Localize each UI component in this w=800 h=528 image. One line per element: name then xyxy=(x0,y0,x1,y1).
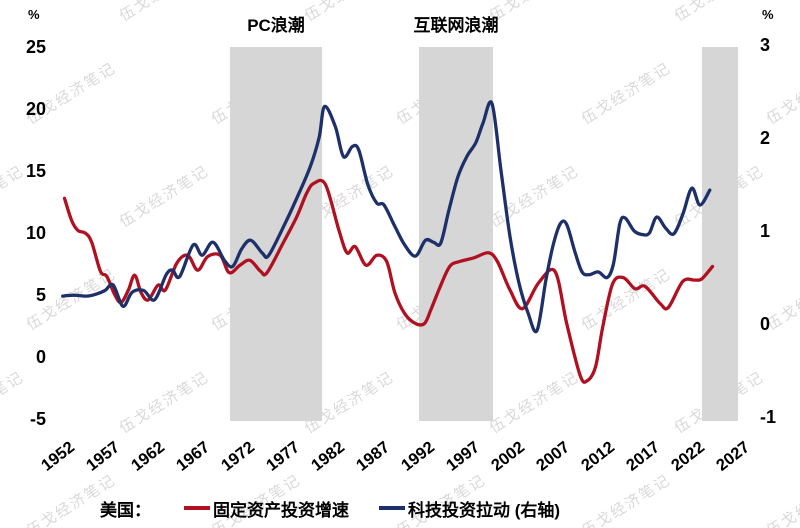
right-axis-tick-0: 0 xyxy=(760,314,771,334)
right-axis-unit-label: % xyxy=(762,7,774,22)
left-axis-tick-0: 0 xyxy=(35,347,46,367)
shaded-band-1 xyxy=(419,47,493,421)
annotation-internet-wave: 互联网浪潮 xyxy=(413,16,499,35)
left-axis-tick-5: 5 xyxy=(35,285,46,305)
legend-label-tech-pull: 科技投资拉动 (右轴) xyxy=(408,500,561,520)
right-axis-tick-2: 2 xyxy=(760,128,771,148)
right-axis-tick--1: -1 xyxy=(760,407,777,427)
right-axis-tick-3: 3 xyxy=(760,35,771,55)
annotation-pc-wave: PC浪潮 xyxy=(247,16,305,35)
left-axis-unit-label: % xyxy=(28,7,40,22)
blue-line-swatch xyxy=(379,506,405,510)
legend-label-fixed-investment: 固定资产投资增速 xyxy=(213,500,349,520)
shaded-band-0 xyxy=(230,47,322,421)
legend-item-fixed-investment: 固定资产投资增速 xyxy=(184,496,349,521)
left-axis-tick--5: -5 xyxy=(29,409,46,429)
left-axis-tick-20: 20 xyxy=(25,99,46,119)
left-axis-tick-25: 25 xyxy=(25,37,46,57)
legend: 美国： 固定资产投资增速 科技投资拉动 (右轴) xyxy=(100,495,590,521)
left-axis-tick-10: 10 xyxy=(25,223,46,243)
series-line-tech-pull xyxy=(61,100,712,334)
legend-item-tech-pull: 科技投资拉动 (右轴) xyxy=(379,496,560,521)
right-axis-tick-1: 1 xyxy=(760,221,771,241)
red-line-swatch xyxy=(184,506,210,510)
left-axis-tick-15: 15 xyxy=(25,161,46,181)
legend-prefix: 美国： xyxy=(100,500,151,520)
shaded-band-2 xyxy=(701,47,738,421)
